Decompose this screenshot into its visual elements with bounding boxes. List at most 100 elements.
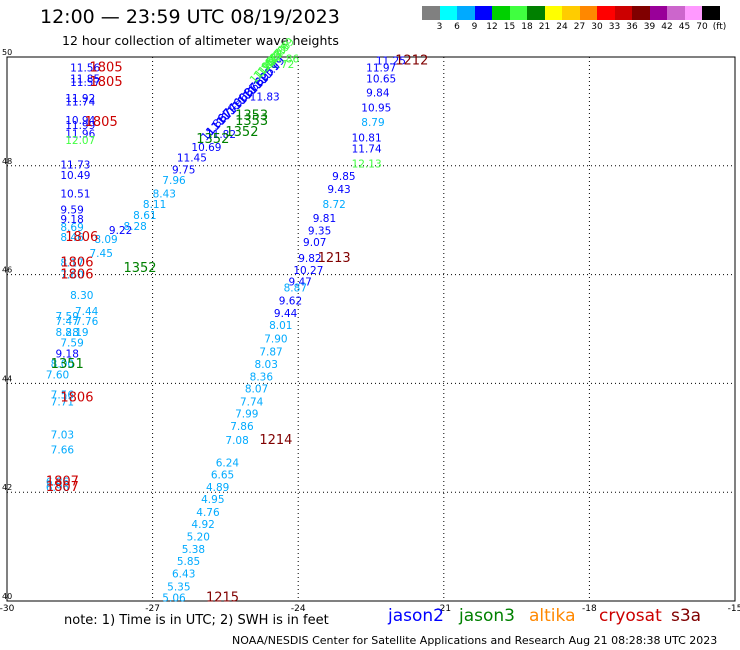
legend-label: 42 [661,22,673,32]
wave-height-label: 1352 [196,132,229,147]
wave-height-label: 8.28 [56,327,79,339]
legend-swatch [492,6,510,20]
wave-height-label: 9.81 [313,213,336,225]
wave-height-label: 12.07 [65,135,95,147]
wave-height-label: 8.11 [143,199,166,211]
footer-note: note: 1) Time is in UTC; 2) SWH is in fe… [64,613,329,628]
legend-swatch [509,6,527,20]
legend-label: 24 [556,22,568,32]
wave-height-label: 4.95 [201,494,224,506]
legend-label: 18 [521,22,533,32]
track-id-label: 1805 [90,75,123,90]
legend-swatch [649,6,667,20]
wave-height-label: 8.79 [361,117,384,129]
wave-height-label: 8.46 [60,232,84,244]
wave-height-label: 7.60 [46,370,69,382]
wave-height-label: 11.92 [65,93,95,105]
wave-height-label: 7.96 [162,175,186,187]
track-id-label: 1214 [259,433,292,448]
wave-height-label: 8.72 [322,199,345,211]
wave-height-label: 9.07 [303,237,326,249]
footer-credit: NOAA/NESDIS Center for Satellite Applica… [232,634,718,647]
legend-swatch [579,6,597,20]
wave-height-label: 8.01 [269,320,292,332]
wave-height-label: 8.07 [245,384,268,396]
wave-height-label: 7.56 [51,390,75,402]
wave-height-label: 9.44 [274,308,298,320]
wave-height-label: 8.61 [133,210,156,222]
wave-height-label: 1351 [51,357,84,372]
legend-swatch [702,6,720,20]
legend-label: 3 [436,22,443,32]
wave-height-label: 7.86 [230,421,254,433]
wave-height-label: 5.35 [167,582,190,594]
wave-height-label: 7.47 [56,316,79,328]
legend-swatch [597,6,615,20]
wave-height-label: 11.72 [264,59,294,71]
wave-height-label: 7.76 [75,316,99,328]
legend-swatch [457,6,475,20]
wave-height-label: 4.89 [206,482,229,494]
track-id-label: 1806 [60,255,93,270]
wave-height-label: 4.76 [196,507,220,519]
y-tick-label: 50 [2,48,12,57]
color-legend [422,6,720,20]
legend-label: 39 [643,22,656,32]
track-id-label: 1212 [395,54,428,69]
legend-swatch [667,6,685,20]
wave-height-label: 9.43 [327,184,350,196]
wave-height-label: 11.73 [60,160,90,172]
wave-height-labels: 11.5611.8511.5711.9211.7410.9411.9911.96… [46,35,429,605]
wave-height-label: 6.96 [46,482,70,494]
track-id-label: 1805 [85,115,118,130]
wave-height-label: 7.60 [60,269,83,281]
satellite-s3a: s3a [671,606,702,626]
legend-swatch [684,6,702,20]
wave-height-label: 8.09 [94,234,117,246]
wave-height-label: 7.71 [51,397,74,409]
x-tick-label: -27 [145,604,160,614]
track-id-label: 1215 [206,591,239,606]
legend-label: 36 [626,22,638,32]
wave-height-label: 8.43 [153,188,176,200]
x-tick-label: -15 [728,604,740,614]
wave-height-label: 8.00 [51,359,74,371]
wave-height-label: 7.59 [60,337,83,349]
legend-label: (ft) [712,22,727,32]
wave-height-label: 10.95 [361,102,391,114]
wave-height-label: 7.59 [56,311,79,323]
wave-height-label: 1352 [123,261,156,276]
wave-height-label: 7.74 [240,397,264,409]
plot-frame [6,56,736,602]
legend-label: 9 [471,22,478,32]
legend-label: 6 [454,22,460,32]
x-tick-label: -21 [436,604,451,614]
wave-height-label: 11.96 [65,129,95,141]
wave-height-label: 7.08 [225,435,248,447]
wave-height-label: 6.86 [46,477,70,489]
legend-label: 27 [573,22,586,32]
satellite-jason3: jason3 [459,606,515,626]
legend-label: 45 [678,22,691,32]
track-id-label: 1807 [46,480,79,495]
wave-height-label: 9.62 [279,296,302,308]
legend-label: 33 [608,22,621,32]
legend-swatch [632,6,650,20]
satellite-altika: altika [529,606,576,626]
legend-swatch [439,6,457,20]
y-tick-label: 42 [2,483,12,492]
wave-height-label: 10.49 [60,170,90,182]
wave-height-label: 7.44 [75,306,99,318]
wave-height-label: 9.47 [288,276,311,288]
wave-height-label: 6.43 [172,569,195,581]
wave-height-label: 11.74 [65,96,95,108]
wave-height-label: 10.94 [65,115,95,127]
wave-height-label: 10.81 [352,132,382,144]
wave-height-label: 11.25 [376,56,406,68]
wave-height-label: 11.56 [70,63,100,75]
wave-height-label: 1353 [235,109,268,124]
wave-height-label: 8.30 [70,290,93,302]
legend-swatch [544,6,562,20]
wave-height-label: 8.36 [250,372,274,384]
wave-height-label: 11.45 [177,152,207,164]
